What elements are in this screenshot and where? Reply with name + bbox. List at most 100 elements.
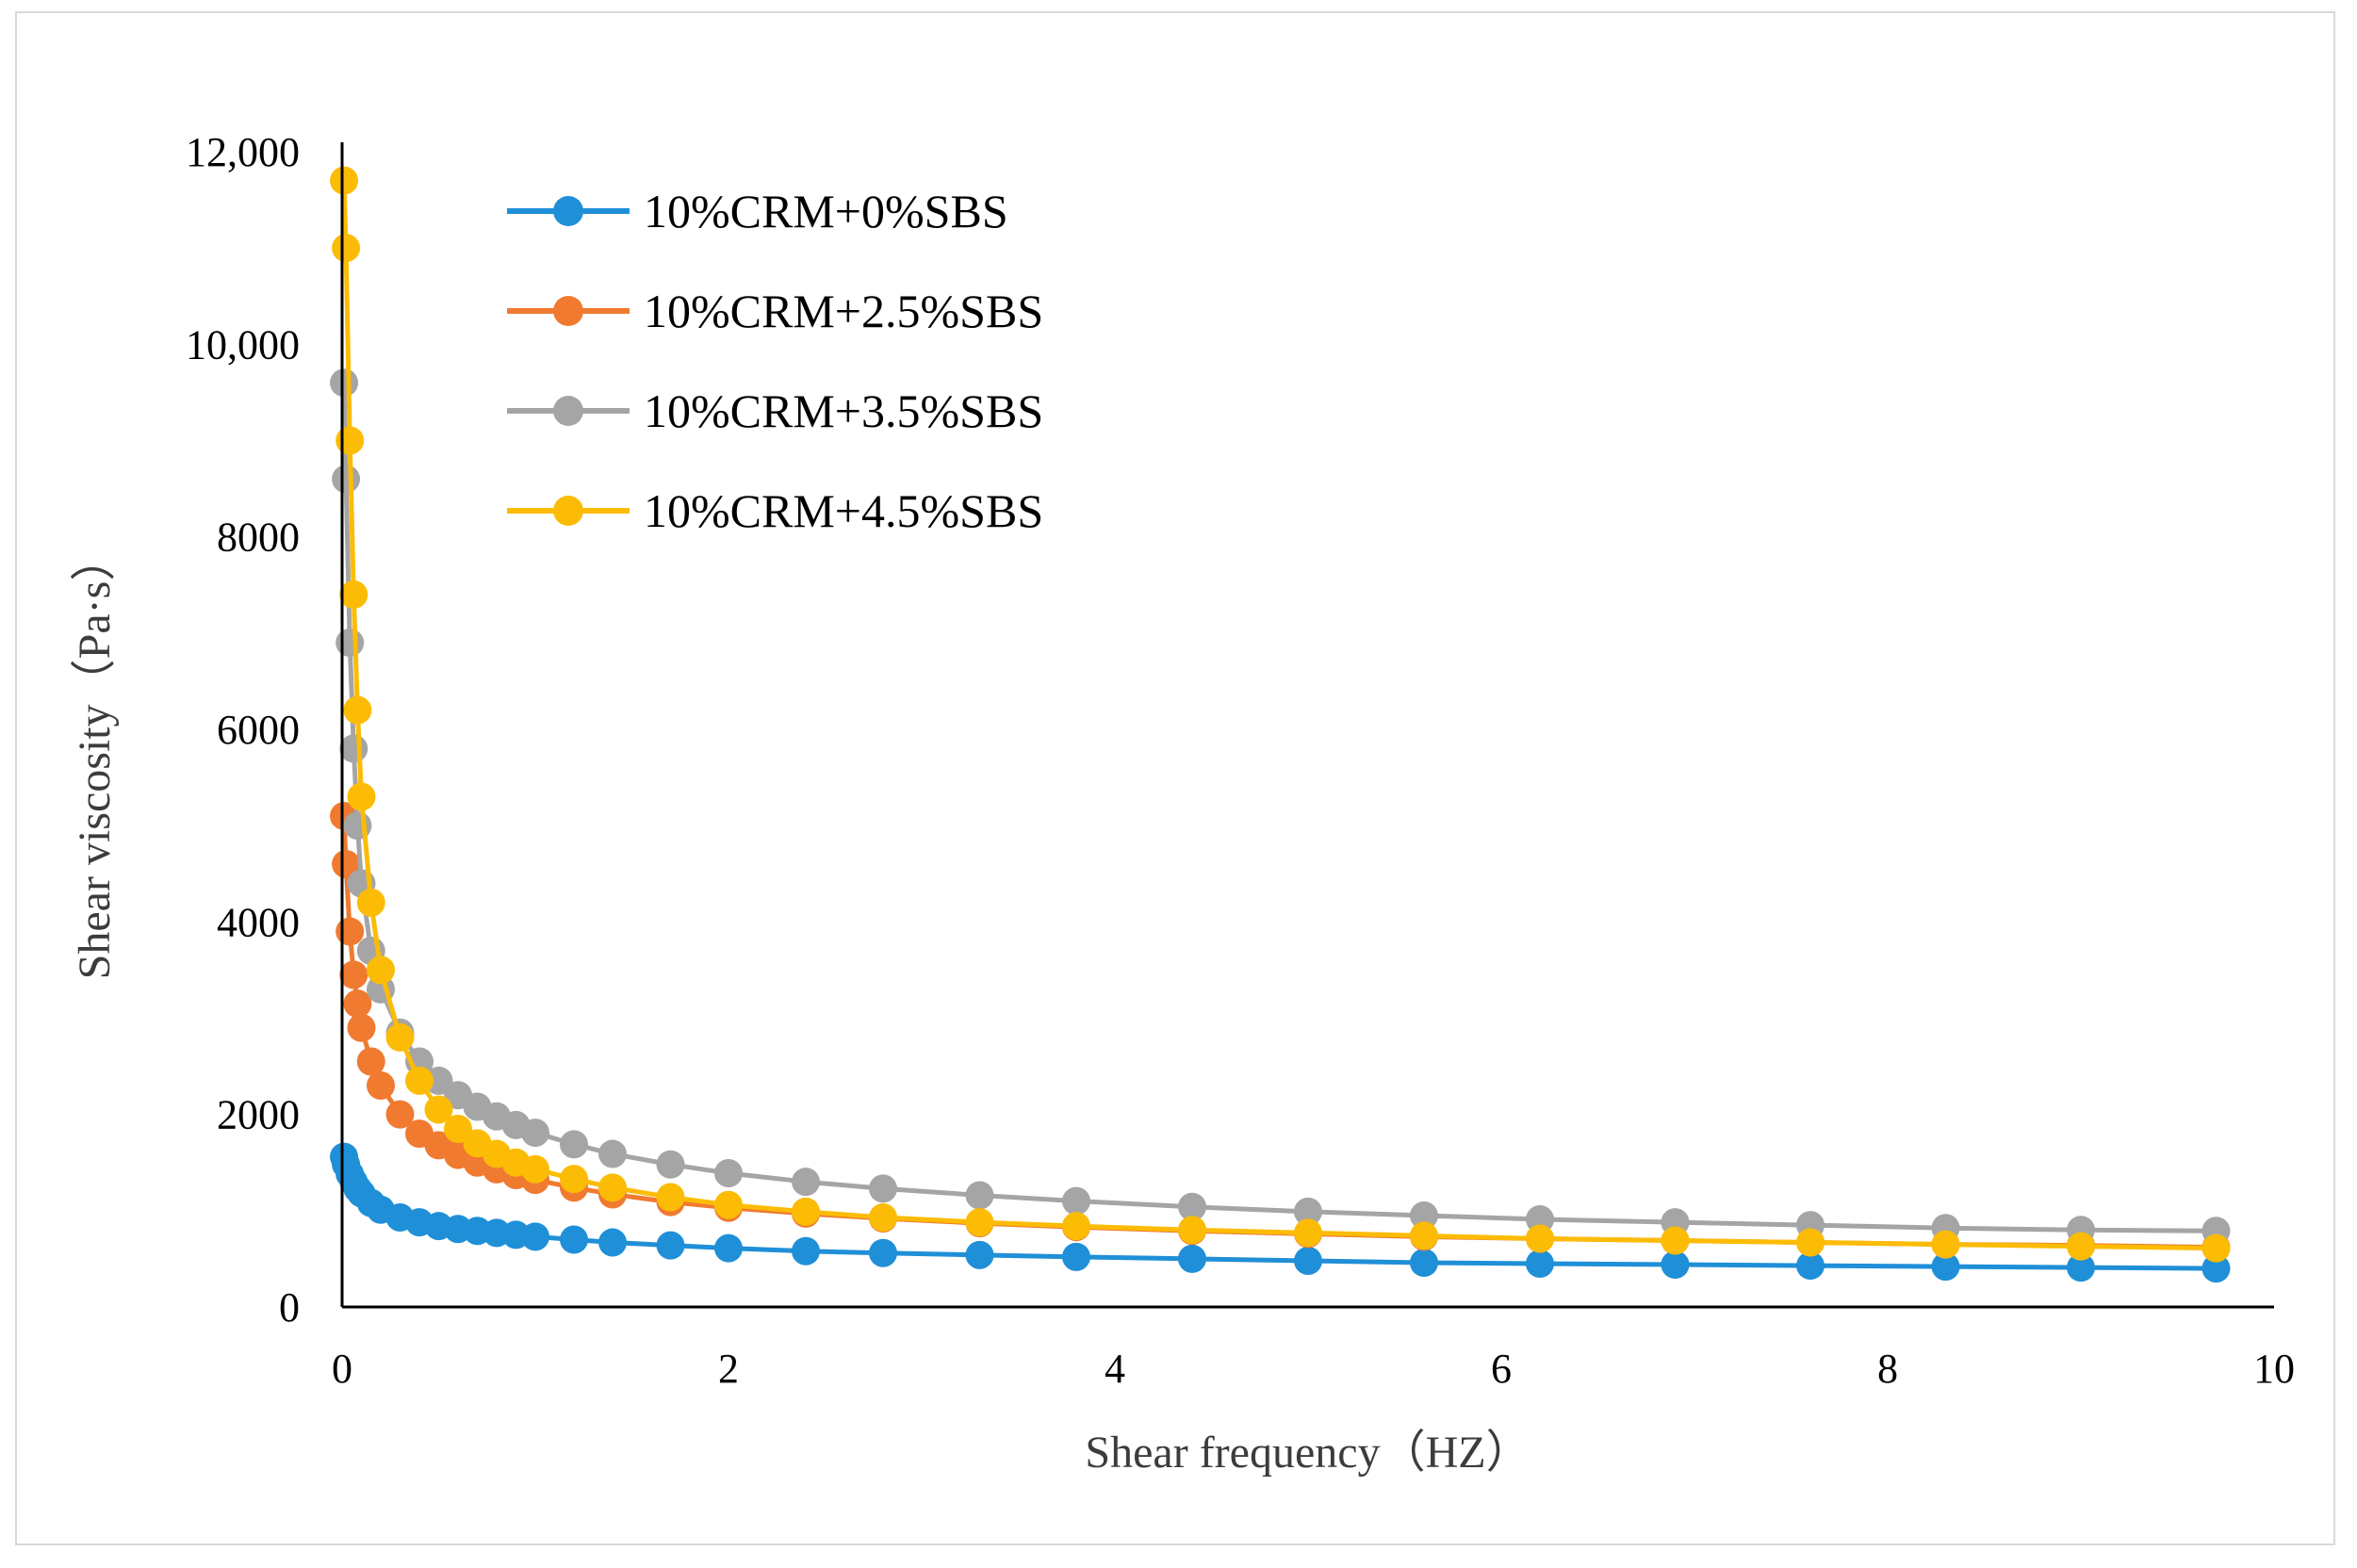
data-point [405, 1066, 434, 1095]
data-point [339, 960, 368, 989]
y-axis-title: Shear viscosity（Pa·s） [70, 536, 120, 980]
data-point [347, 782, 376, 811]
data-point [869, 1174, 897, 1203]
data-point [792, 1197, 820, 1226]
data-point [1410, 1221, 1438, 1250]
data-point [714, 1233, 743, 1263]
series-3 [330, 368, 2231, 1246]
x-axis-title: Shear frequency（HZ） [1085, 1428, 1530, 1478]
data-point [332, 465, 361, 494]
legend-marker [553, 296, 583, 326]
legend-item: 10%CRM+3.5%SBS [507, 384, 1043, 437]
series-layer [330, 166, 2231, 1283]
data-point [1931, 1230, 1960, 1259]
data-point [356, 1047, 385, 1076]
data-point [521, 1154, 549, 1184]
data-point [330, 368, 359, 398]
data-point [2067, 1253, 2095, 1282]
data-point [367, 1071, 395, 1101]
data-point [965, 1240, 994, 1269]
data-point [347, 1013, 376, 1042]
data-point [385, 1100, 415, 1129]
legend-marker [553, 396, 583, 426]
data-point [339, 734, 368, 763]
data-point [1796, 1228, 1825, 1257]
data-point [332, 850, 361, 879]
data-point [1931, 1252, 1960, 1282]
data-point [521, 1119, 549, 1148]
data-point [424, 1095, 453, 1124]
data-point [2202, 1254, 2231, 1283]
line-chart: 0 2 4 6 8 10 0 2000 4000 6000 8000 10,000 12,000 Sh… [70, 129, 2295, 1478]
data-point [1294, 1218, 1322, 1248]
data-point [1410, 1200, 1438, 1230]
data-point [444, 1114, 472, 1143]
data-point [656, 1150, 685, 1179]
legend-label: 10%CRM+4.5%SBS [644, 484, 1043, 537]
y-tick-label: 4000 [217, 899, 300, 945]
data-point [1294, 1197, 1322, 1226]
data-point [1410, 1249, 1438, 1278]
data-point [869, 1238, 897, 1267]
data-point [1526, 1224, 1554, 1253]
data-point [1062, 1212, 1090, 1241]
y-tick-label: 6000 [217, 707, 300, 753]
data-point [424, 1066, 453, 1095]
x-tick-label: 10 [2253, 1346, 2295, 1392]
data-point [869, 1202, 897, 1232]
series-line [341, 180, 2217, 1251]
x-tick-label: 0 [332, 1346, 352, 1392]
x-tick-label: 4 [1105, 1346, 1125, 1392]
y-tick-label: 2000 [217, 1092, 300, 1138]
data-point [343, 695, 372, 725]
data-point [339, 580, 368, 609]
data-point [336, 629, 365, 658]
data-point [1661, 1226, 1690, 1255]
data-point [714, 1190, 743, 1219]
y-tick-labels: 0 2000 4000 6000 8000 10,000 12,000 [186, 129, 300, 1331]
legend-marker [553, 496, 583, 526]
data-point [598, 1228, 627, 1257]
series-4 [330, 166, 2231, 1263]
data-point [343, 989, 372, 1019]
data-point [2202, 1233, 2231, 1263]
data-point [560, 1225, 588, 1254]
data-point [1062, 1242, 1090, 1271]
legend-item: 10%CRM+0%SBS [507, 185, 1008, 237]
data-point [714, 1158, 743, 1187]
y-tick-label: 0 [279, 1284, 300, 1331]
data-point [560, 1165, 588, 1194]
data-point [1796, 1251, 1825, 1281]
data-point [656, 1231, 685, 1260]
data-point [2067, 1232, 2095, 1261]
x-tick-labels: 0 2 4 6 8 10 [332, 1346, 2295, 1392]
legend-label: 10%CRM+0%SBS [644, 185, 1008, 237]
data-point [336, 917, 365, 946]
data-point [598, 1173, 627, 1202]
data-point [1661, 1250, 1690, 1280]
data-point [792, 1236, 820, 1266]
data-point [1178, 1192, 1206, 1221]
x-tick-label: 8 [1877, 1346, 1898, 1392]
legend-marker [553, 196, 583, 226]
data-point [792, 1168, 820, 1197]
data-point [343, 811, 372, 841]
data-point [385, 1022, 415, 1052]
data-point [367, 956, 395, 985]
data-point [336, 426, 365, 455]
legend-item: 10%CRM+2.5%SBS [507, 285, 1043, 337]
legend-item: 10%CRM+4.5%SBS [507, 484, 1043, 537]
data-point [560, 1130, 588, 1159]
data-point [965, 1208, 994, 1237]
y-tick-label: 12,000 [186, 129, 300, 175]
y-tick-label: 8000 [217, 514, 300, 561]
data-point [1526, 1250, 1554, 1279]
data-point [1178, 1244, 1206, 1273]
legend: 10%CRM+0%SBS 10%CRM+2.5%SBS 10%CRM+3.5%SBS… [507, 185, 1043, 537]
data-point [1294, 1246, 1322, 1275]
data-point [1178, 1216, 1206, 1245]
data-point [521, 1222, 549, 1251]
data-point [330, 166, 359, 195]
series-1 [330, 1142, 2231, 1283]
data-point [332, 234, 361, 263]
